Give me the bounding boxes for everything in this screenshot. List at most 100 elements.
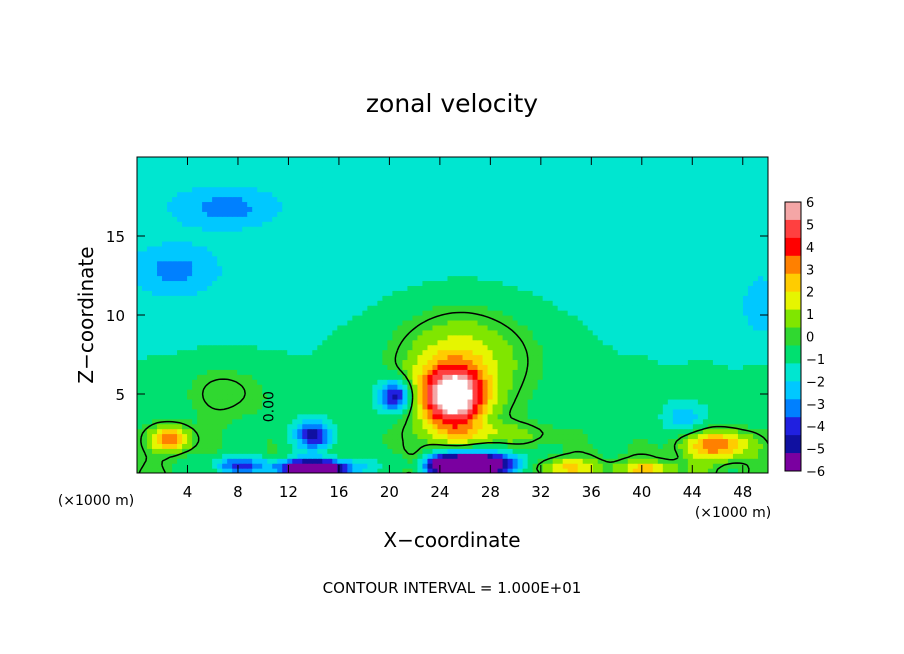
field-cell (222, 428, 228, 435)
field-cell (227, 285, 233, 291)
field-cell (662, 354, 669, 361)
field-cell (297, 418, 303, 425)
field-cell (252, 339, 258, 346)
field-cell (612, 403, 619, 410)
field-cell (742, 403, 749, 410)
field-cell (392, 394, 399, 400)
field-cell (482, 349, 489, 356)
field-cell (477, 379, 484, 385)
field-cell (472, 374, 479, 380)
field-cell (277, 463, 283, 469)
field-cell (397, 319, 404, 326)
field-cell (572, 369, 579, 375)
field-cell (472, 468, 479, 473)
field-cell (262, 453, 268, 459)
field-cell (277, 329, 283, 336)
field-cell (272, 369, 278, 375)
field-cell (362, 315, 368, 321)
field-cell (387, 310, 394, 316)
field-cell (182, 305, 188, 311)
field-cell (667, 384, 674, 390)
field-cell (257, 290, 263, 296)
field-cell (712, 319, 719, 326)
field-cell (732, 344, 739, 351)
field-cell (157, 324, 163, 331)
field-cell (692, 389, 699, 395)
field-cell (592, 334, 599, 341)
field-cell (522, 458, 529, 464)
field-cell (417, 448, 424, 454)
field-cell (287, 275, 293, 282)
field-cell (142, 443, 148, 449)
field-cell (542, 438, 549, 444)
field-cell (592, 374, 599, 380)
field-cell (272, 403, 278, 410)
field-cell (762, 433, 768, 440)
field-cell (442, 315, 449, 321)
field-cell (197, 315, 203, 321)
field-cell (422, 468, 429, 473)
field-cell (642, 339, 649, 346)
field-cell (312, 359, 318, 365)
field-cell (537, 423, 544, 430)
field-cell (512, 438, 519, 444)
field-cell (567, 389, 574, 395)
field-cell (377, 443, 383, 449)
field-cell (712, 443, 719, 449)
field-cell (432, 354, 439, 361)
field-cell (547, 334, 554, 341)
field-cell (332, 275, 338, 282)
field-cell (467, 290, 474, 296)
field-cell (342, 379, 348, 385)
field-cell (742, 443, 749, 449)
field-cell (257, 403, 263, 410)
field-cell (147, 413, 153, 420)
field-cell (167, 280, 173, 286)
field-cell (562, 305, 569, 311)
field-cell (447, 339, 454, 346)
field-cell (397, 285, 404, 291)
field-cell (312, 403, 318, 410)
field-cell (717, 319, 724, 326)
field-cell (502, 413, 509, 420)
field-cell (667, 295, 674, 301)
field-cell (537, 349, 544, 356)
field-cell (592, 398, 599, 405)
field-cell (407, 398, 414, 405)
field-cell (712, 458, 719, 464)
field-cell (367, 285, 373, 291)
field-cell (752, 403, 759, 410)
field-cell (437, 398, 444, 405)
field-cell (177, 354, 183, 361)
field-cell (202, 369, 208, 375)
field-cell (722, 453, 729, 459)
field-cell (397, 413, 404, 420)
field-cell (522, 369, 529, 375)
field-cell (177, 319, 183, 326)
field-cell (742, 394, 749, 400)
field-cell (657, 280, 664, 286)
field-cell (552, 403, 559, 410)
field-cell (222, 280, 228, 286)
field-cell (732, 463, 739, 469)
field-cell (462, 453, 469, 459)
field-cell (652, 394, 659, 400)
field-cell (572, 300, 579, 306)
field-cell (192, 290, 198, 296)
field-cell (617, 438, 624, 444)
field-cell (647, 413, 654, 420)
field-cell (552, 285, 559, 291)
field-cell (187, 453, 193, 459)
field-cell (737, 354, 744, 361)
field-cell (697, 344, 704, 351)
field-cell (407, 438, 414, 444)
field-cell (247, 310, 253, 316)
field-cell (252, 389, 258, 395)
field-cell (422, 403, 429, 410)
field-cell (227, 389, 233, 395)
field-cell (512, 315, 519, 321)
field-cell (667, 349, 674, 356)
field-cell (697, 310, 704, 316)
field-cell (687, 394, 694, 400)
field-cell (227, 334, 233, 341)
